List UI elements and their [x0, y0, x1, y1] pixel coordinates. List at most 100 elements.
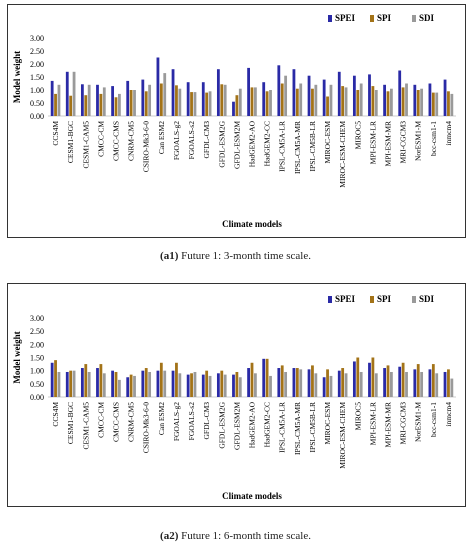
chart1-bar-sdi — [148, 84, 152, 116]
chart-panel-a2: 0.00 0.50 1.00 1.50 2.00 2.50 3.00 Model weight… — [7, 283, 466, 507]
chart2-y-tick-label: 2.00 — [30, 340, 44, 349]
chart1-x-tick-label: MIROC-ESM — [323, 121, 332, 164]
chart2-bar-sdi — [163, 370, 167, 397]
chart1-bar-spei — [156, 57, 160, 116]
chart2-bar-spei — [322, 377, 326, 397]
chart1-bar-sdi — [420, 88, 424, 116]
chart2-bar-spi — [265, 358, 269, 397]
chart1-x-tick-label: IPSL-CM5A-MR — [293, 121, 302, 174]
chart1-legend-label-spei: SPEI — [335, 13, 356, 23]
chart2-legend-swatch-spei — [328, 296, 332, 303]
chart2-x-tick-label: IPSL-CM5A-LR — [278, 402, 287, 453]
chart1-bar-sdi — [87, 84, 91, 116]
chart1-x-tick-label: CMCC-CMS — [112, 121, 121, 161]
chart2-bar-spi — [280, 365, 284, 397]
chart2-bar-sdi — [435, 373, 439, 397]
chart1-x-tick-label: GFDL-CM3 — [202, 121, 211, 159]
chart2-x-tick-label: MRI-CGCM3 — [399, 402, 408, 445]
chart1-bar-sdi — [163, 73, 167, 116]
chart2-bar-sdi — [133, 375, 136, 397]
chart2-bar-spei — [247, 368, 250, 397]
chart1-bar-spei — [96, 84, 99, 116]
chart1-bar-spi — [159, 83, 163, 116]
chart1-bar-sdi — [329, 84, 333, 116]
chart1-bar-spei — [186, 82, 190, 116]
chart1-bar-spi — [326, 96, 329, 116]
chart1-bar-sdi — [374, 90, 378, 116]
chart1-y-tick-label: 0.00 — [30, 112, 44, 121]
chart2-bar-sdi — [420, 371, 424, 397]
chart2-x-tick-label: MPI-ESM-LR — [368, 402, 377, 445]
chart2-bar-spi — [205, 370, 209, 397]
chart1-x-tick-label: HadGEM2-CC — [263, 121, 272, 166]
chart2-bar-spi — [129, 374, 133, 397]
chart1-x-tick-label: NorESM1-M — [414, 121, 423, 161]
chart2-x-tick-label: CESM1-CAM5 — [81, 402, 90, 450]
chart1-bar-sdi — [133, 90, 136, 116]
chart2-x-tick-label: CNRM-CM5 — [127, 402, 136, 442]
chart2-bar-sdi — [314, 373, 318, 397]
chart2-x-tick-label: Can ESM2 — [157, 402, 166, 435]
chart2-bar-spi — [114, 371, 118, 397]
chart1-bar-spi — [356, 90, 360, 116]
chart1-legend-swatch-sdi — [412, 15, 416, 22]
caption-a2: (a2) Future 1: 6-month time scale. — [0, 530, 471, 542]
chart1-x-tick-label: MIROC-ESM-CHEM — [338, 121, 347, 188]
chart1-bar-spei — [277, 65, 281, 116]
caption-a1: (a1) Future 1: 3-month time scale. — [0, 250, 471, 262]
chart2-y-tick-label: 0.00 — [30, 393, 44, 402]
chart1-x-tick-label: CESM1-BGC — [66, 121, 75, 163]
chart1-x-tick-label: CESM1-CAM5 — [81, 121, 90, 169]
chart2-bar-spi — [175, 362, 178, 397]
chart1-bar-spei — [413, 84, 417, 116]
chart2-x-tick-label: NorESM1-M — [414, 402, 423, 442]
chart2-bar-sdi — [450, 378, 454, 397]
chart2-bar-spi — [326, 369, 329, 397]
chart1-y-tick-label: 2.50 — [30, 47, 44, 56]
chart2-y-tick-label: 3.00 — [30, 314, 44, 323]
chart2-bar-spei — [50, 362, 54, 397]
chart2-bar-sdi — [87, 371, 91, 397]
chart1-bar-spei — [428, 83, 432, 116]
chart1-bar-spi — [311, 88, 314, 116]
chart1-bar-spi — [295, 88, 299, 116]
chart1-bar-spei — [398, 70, 402, 116]
chart1-bar-spei — [171, 69, 175, 116]
chart2-bar-spei — [337, 370, 341, 397]
chart1-bar-sdi — [405, 83, 408, 116]
chart1-y-tick-label: 2.00 — [30, 60, 44, 69]
chart2-bar-sdi — [405, 371, 408, 397]
chart1-bar-spei — [352, 75, 356, 116]
chart2-x-tick-label: GFDL-ESM2G — [217, 401, 226, 448]
chart2-y-tick-label: 0.50 — [30, 380, 44, 389]
chart1-bar-spi — [401, 87, 405, 116]
chart1-x-tick-label: GFDL-ESM2G — [217, 120, 226, 167]
chart2-bar-spi — [235, 371, 239, 397]
chart1-bar-spi — [280, 83, 284, 116]
chart1-bar-sdi — [269, 90, 272, 116]
chart2-bar-spei — [171, 370, 175, 397]
chart2-bar-sdi — [102, 373, 106, 397]
chart1-bar-spei — [307, 75, 311, 116]
chart1-bar-spei — [50, 80, 54, 116]
chart1-bar-spi — [144, 91, 148, 116]
chart2-x-tick-label: HadGEM2-AO — [248, 401, 257, 448]
chart2-x-tick-label: FGOALS-g2 — [172, 402, 181, 441]
chart2-bar-spei — [216, 373, 220, 397]
chart1-bar-spi — [54, 93, 57, 116]
chart2-x-axis-label: Climate models — [222, 491, 282, 501]
chart2-bar-spi — [341, 368, 345, 397]
chart1-bar-sdi — [223, 84, 227, 116]
chart2-bar-spei — [413, 369, 417, 397]
chart2-bar-sdi — [374, 373, 378, 397]
chart2-bar-spei — [65, 371, 69, 397]
chart2-y-tick-label: 2.50 — [30, 327, 44, 336]
chart1-bar-spi — [175, 85, 178, 116]
chart1-x-tick-label: inmcm4 — [444, 121, 453, 146]
chart2-y-tick-label: 1.00 — [30, 367, 44, 376]
chart1-x-tick-label: CSIRO-Mk3-6-0 — [142, 121, 151, 173]
chart1-x-tick-label: Can ESM2 — [157, 121, 166, 154]
chart2-bar-sdi — [72, 370, 76, 397]
chart1-x-tick-label: MPI-ESM-LR — [368, 121, 377, 164]
chart2-bar-spi — [69, 370, 73, 397]
